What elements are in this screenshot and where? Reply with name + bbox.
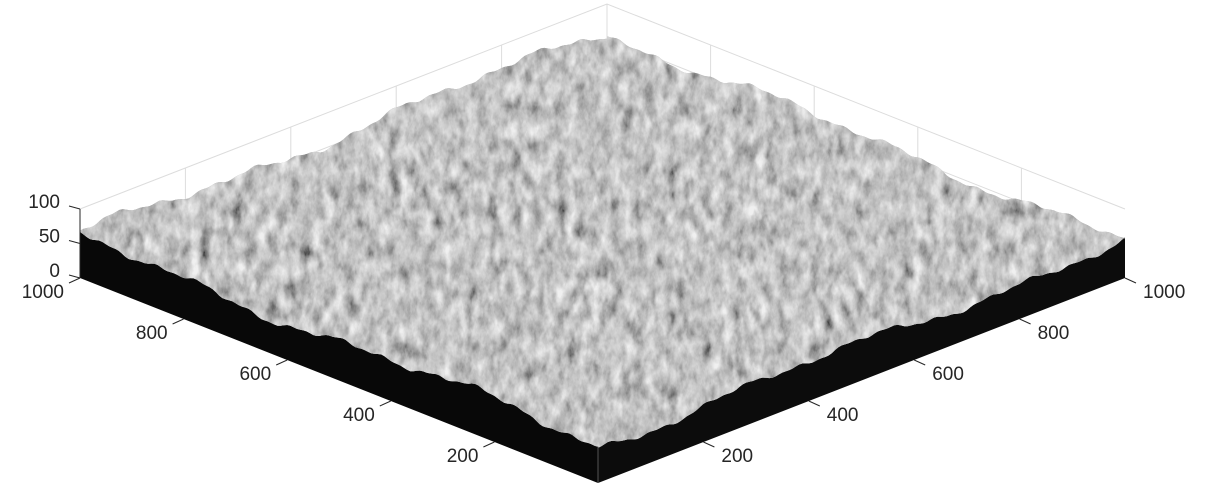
surface-side <box>80 231 598 483</box>
x-tick <box>703 441 715 448</box>
z-tick <box>68 274 81 279</box>
z-tick-label: 100 <box>28 192 60 213</box>
y-tick-label: 200 <box>447 446 479 467</box>
surface <box>80 36 1125 483</box>
y-tick <box>483 441 495 448</box>
x-tick-label: 800 <box>1038 323 1070 344</box>
y-tick-label: 1000 <box>22 282 64 303</box>
y-tick-label: 600 <box>239 364 271 385</box>
x-tick <box>808 400 821 407</box>
y-tick-label: 800 <box>136 323 168 344</box>
z-tick-label: 0 <box>49 261 60 282</box>
z-tick <box>68 205 81 210</box>
x-tick <box>1019 318 1031 325</box>
x-tick <box>1124 277 1137 284</box>
x-tick-label: 1000 <box>1143 282 1185 303</box>
y-tick <box>379 400 392 407</box>
y-tick <box>172 318 184 325</box>
x-tick-label: 400 <box>827 405 859 426</box>
x-tick <box>913 359 926 366</box>
x-tick-label: 600 <box>932 364 964 385</box>
z-tick-label: 50 <box>39 227 60 248</box>
y-tick <box>68 277 81 284</box>
x-tick-label: 200 <box>721 446 753 467</box>
surface-side <box>598 237 1125 483</box>
y-tick <box>275 359 288 366</box>
y-tick-label: 400 <box>343 405 375 426</box>
z-tick <box>68 240 81 244</box>
surface-texture <box>80 36 1125 448</box>
